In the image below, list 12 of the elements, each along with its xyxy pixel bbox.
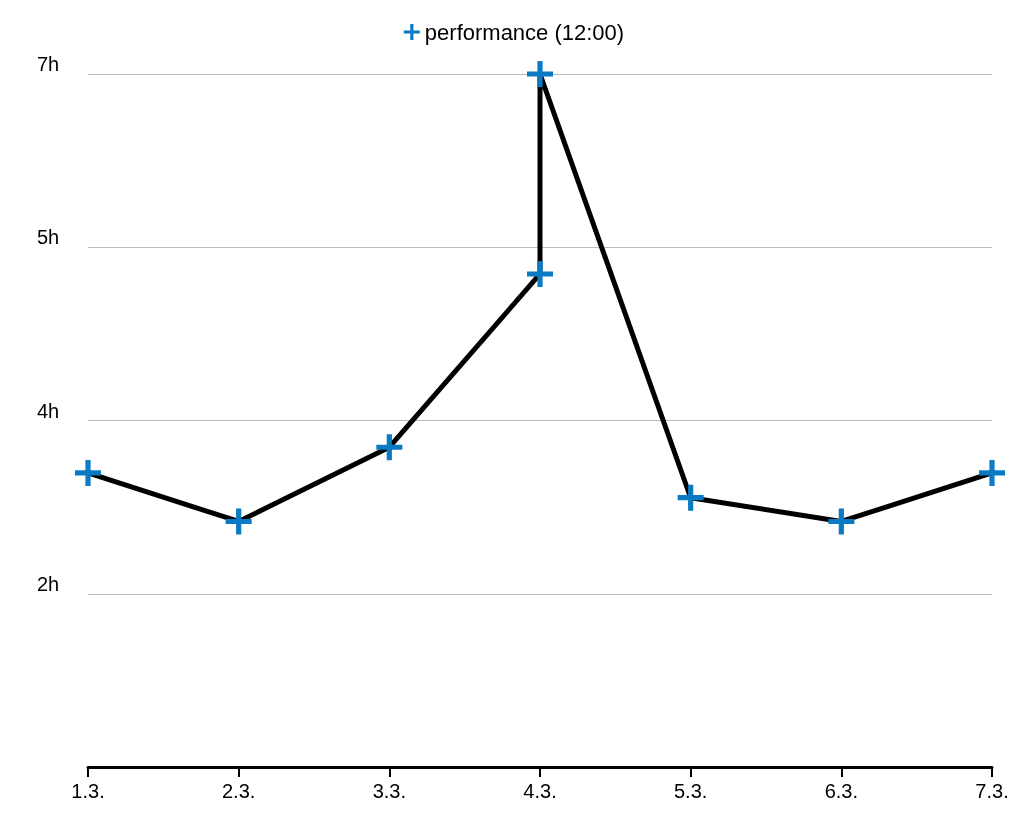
legend-label: performance (12:00) [424, 19, 625, 45]
x-tick-label: 5.3. [673, 780, 708, 802]
x-tick-label: 1.3. [71, 780, 105, 802]
y-tick-label: 2h [36, 572, 60, 595]
y-tick-label: 7h [36, 53, 60, 75]
x-tick-label: 7.3. [975, 780, 1009, 802]
x-tick-label: 6.3. [824, 780, 859, 802]
y-tick-label: 5h [36, 226, 60, 249]
x-tick-label: 3.3. [372, 780, 407, 802]
y-tick-label: 4h [36, 399, 60, 422]
x-tick-label: 2.3. [221, 780, 256, 802]
x-tick-label: 4.3. [523, 780, 557, 802]
